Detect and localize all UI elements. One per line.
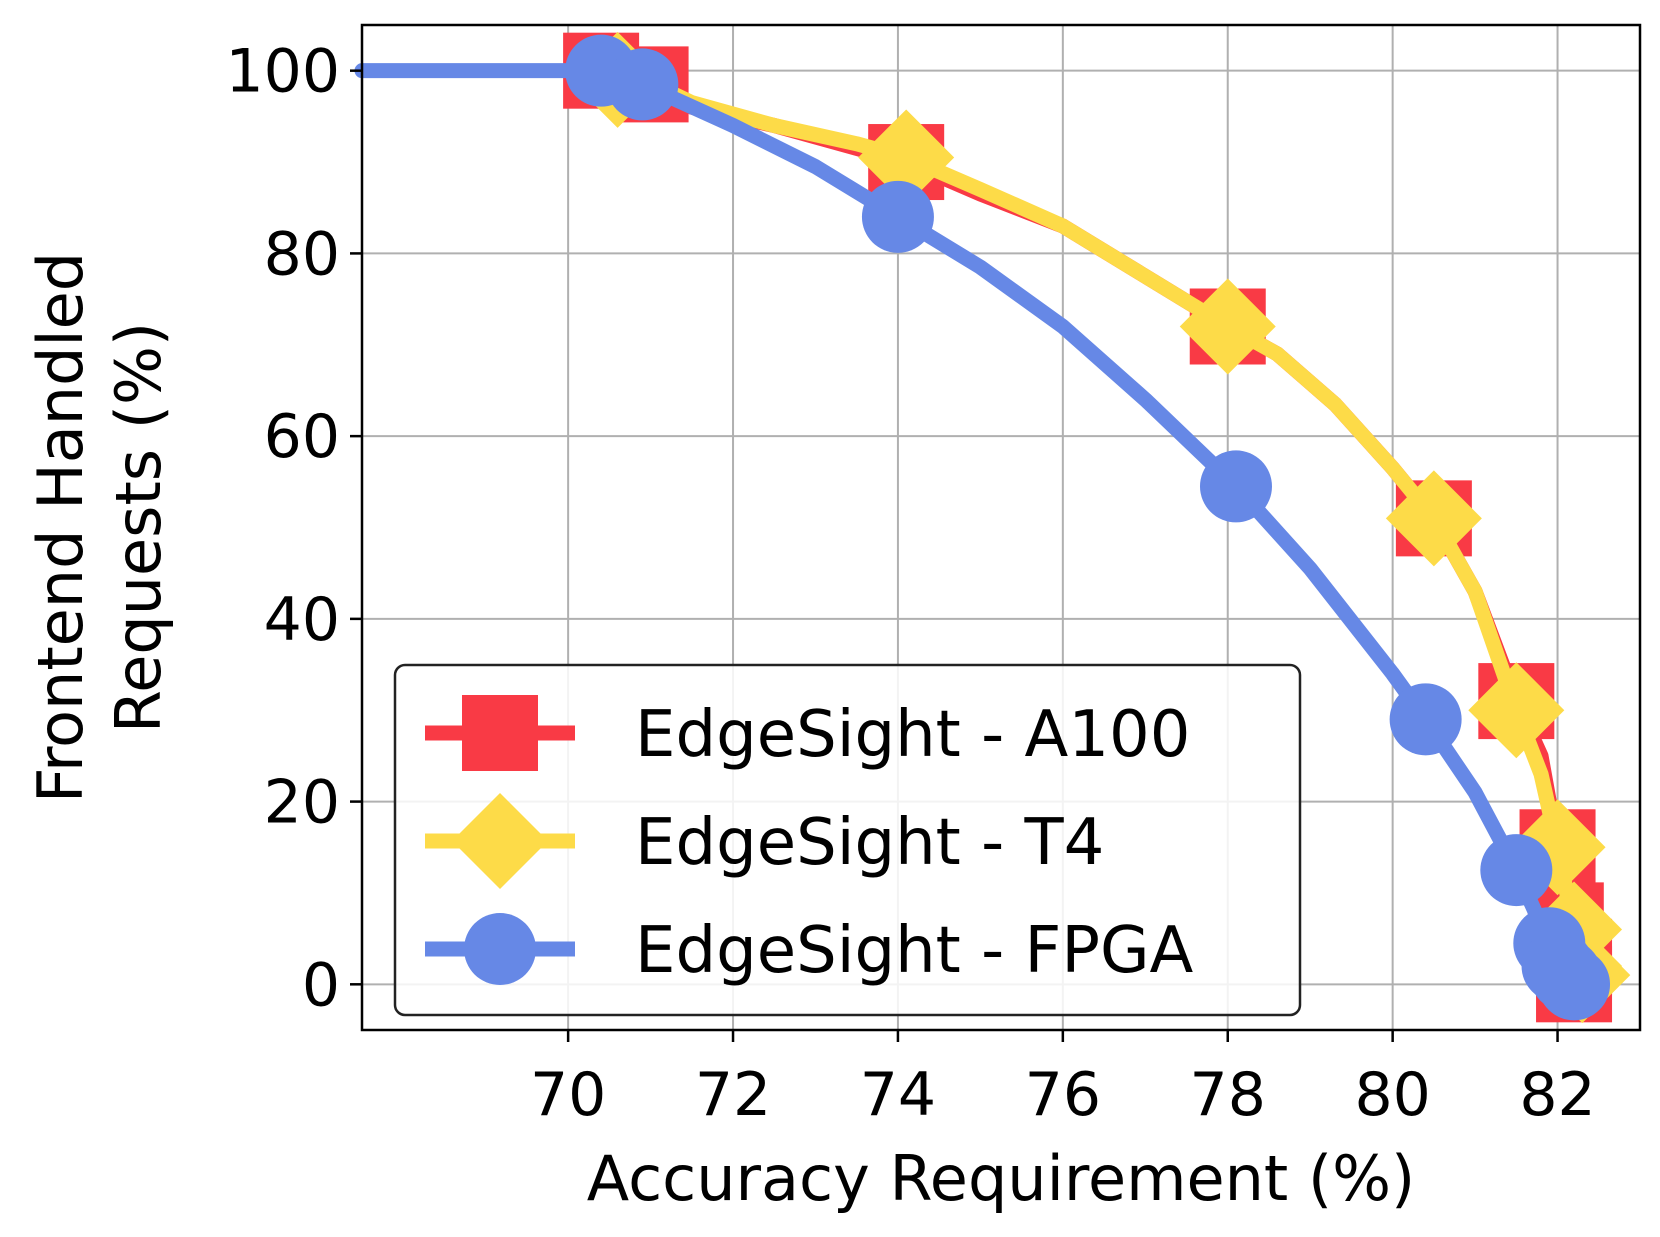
x-tick-label: 80: [1354, 1060, 1430, 1130]
data-point-diamond: [1179, 278, 1276, 375]
legend-entry-0: EdgeSight - A100: [425, 695, 1190, 772]
legend-swatch-square: [462, 695, 538, 771]
data-point-circle: [1480, 834, 1553, 907]
data-point-circle: [1389, 683, 1462, 756]
x-tick-label: 78: [1190, 1060, 1266, 1130]
legend-swatch-diamond: [452, 793, 548, 889]
data-point-circle: [606, 48, 679, 121]
x-axis-title: Accuracy Requirement (%): [587, 1142, 1416, 1215]
legend-box: [393, 663, 1302, 1017]
x-tick-label: 70: [530, 1060, 606, 1130]
plot-frame: [360, 23, 1642, 1032]
data-point-diamond: [858, 109, 955, 206]
series-2: [354, 34, 1611, 1021]
y-tick-label: 40: [264, 585, 340, 655]
legend-entries: EdgeSight - A100 EdgeSight - T4 EdgeSight …: [425, 695, 1194, 988]
x-tick-label: 76: [1025, 1060, 1101, 1130]
legend-label: EdgeSight - A100: [635, 698, 1190, 772]
y-axis-title-line2: Requests (%): [102, 322, 175, 733]
legend-entry-1: EdgeSight - T4: [425, 793, 1104, 889]
y-tick-label: 20: [264, 768, 340, 838]
data-point-circle: [1199, 450, 1272, 523]
data-point-diamond: [1468, 662, 1565, 759]
y-tick-label: 80: [264, 219, 340, 289]
y-tick-label: 0: [302, 950, 340, 1020]
x-tick-label: 72: [695, 1060, 771, 1130]
y-tick-label: 60: [264, 402, 340, 472]
data-point-circle: [1538, 948, 1611, 1021]
y-axis-title-line1: Frontend Handled: [24, 252, 97, 803]
legend: EdgeSight - A100 EdgeSight - T4 EdgeSight …: [393, 663, 1302, 1017]
data-point-circle: [861, 180, 934, 253]
x-tick-label: 82: [1519, 1060, 1595, 1130]
y-tick-label: 100: [225, 37, 340, 107]
legend-label: EdgeSight - FPGA: [635, 914, 1194, 988]
legend-entry-2: EdgeSight - FPGA: [425, 913, 1194, 988]
data-point-diamond: [1385, 470, 1482, 567]
legend-swatch-circle: [464, 913, 536, 985]
series-layer: [354, 31, 1631, 1024]
x-tick-label: 74: [860, 1060, 936, 1130]
legend-label: EdgeSight - T4: [635, 806, 1104, 880]
ticks: 70 72 74 76 78 80 82 0 20 40 60 80 100: [225, 37, 1595, 1130]
